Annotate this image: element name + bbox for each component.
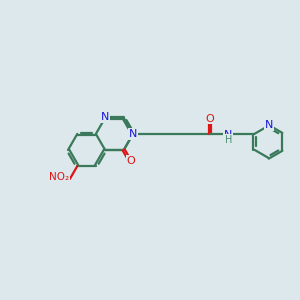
Text: H: H xyxy=(225,135,232,145)
Text: N: N xyxy=(129,129,137,139)
Text: N: N xyxy=(101,112,109,122)
Text: O: O xyxy=(206,113,214,124)
Text: NO₂: NO₂ xyxy=(49,172,69,182)
Text: N: N xyxy=(224,130,232,140)
Text: N: N xyxy=(265,120,273,130)
Text: O: O xyxy=(127,156,136,166)
